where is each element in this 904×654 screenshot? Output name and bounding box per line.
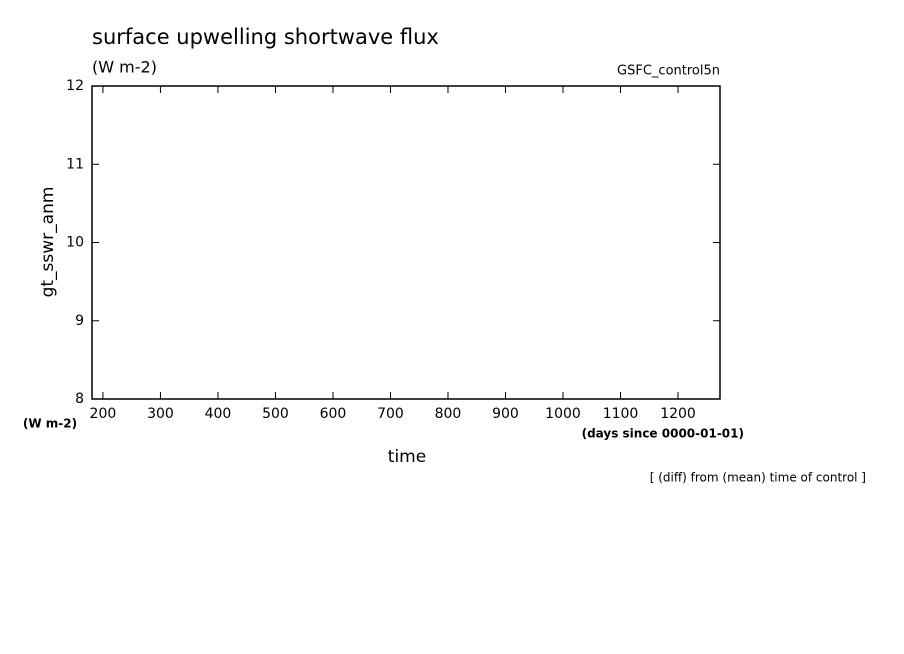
x-unit: (days since 0000-01-01) <box>582 427 744 441</box>
subtitle: (W m-2) <box>92 58 157 77</box>
y-tick-label: 9 <box>75 313 84 329</box>
y-tick-label: 12 <box>66 78 84 94</box>
y-tick-label: 8 <box>75 391 84 407</box>
x-tick-label: 900 <box>492 406 519 422</box>
chart-title: surface upwelling shortwave flux <box>92 25 439 49</box>
x-tick-label: 1200 <box>660 406 696 422</box>
x-tick-label: 400 <box>205 406 232 422</box>
x-tick-label: 800 <box>435 406 462 422</box>
annotation: GSFC_control5n <box>617 64 720 79</box>
x-tick-label: 1000 <box>545 406 581 422</box>
x-tick-label: 500 <box>262 406 289 422</box>
x-axis-label: time <box>388 447 426 467</box>
x-tick-label: 700 <box>377 406 404 422</box>
y-axis-label: gt_sswr_anm <box>38 187 58 298</box>
x-tick-label: 300 <box>147 406 174 422</box>
y-unit: (W m-2) <box>23 417 77 431</box>
x-tick-label: 600 <box>320 406 347 422</box>
y-tick-label: 10 <box>66 235 84 251</box>
x-tick-label: 1100 <box>603 406 639 422</box>
x-tick-label: 200 <box>90 406 117 422</box>
y-tick-label: 11 <box>66 156 84 172</box>
note: [ (diff) from (mean) time of control ] <box>650 471 866 485</box>
